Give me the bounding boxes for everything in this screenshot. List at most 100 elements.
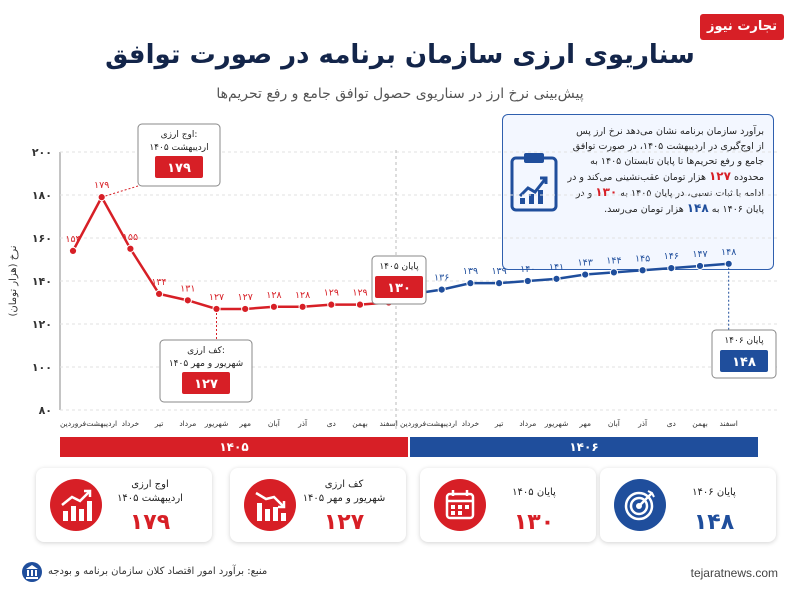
data-point — [241, 304, 250, 314]
data-label: ۱۴۶ — [664, 251, 679, 262]
x-tick-label: مهر — [578, 419, 591, 428]
data-point — [355, 300, 365, 309]
x-tick-label: خرداد — [462, 419, 480, 428]
data-label: ۱۴۱ — [549, 262, 564, 273]
data-point — [667, 264, 676, 273]
y-tick-label: ۱۲۰ — [32, 318, 52, 331]
data-label: ۱۴۵ — [635, 253, 650, 264]
data-label: ۱۴۸ — [721, 247, 736, 258]
series-line — [71, 194, 389, 311]
stat-card-label-line: اوج ارزی — [131, 479, 169, 490]
stat-card: پایان ۱۴۰۵ ۱۳۰ — [420, 468, 596, 542]
stat-card-value: ۱۴۸ — [693, 510, 735, 535]
data-point — [437, 285, 446, 294]
trend-up-chart-icon — [50, 479, 102, 531]
stat-card-label-line: شهریور و مهر ۱۴۰۵ — [302, 493, 386, 504]
data-point — [638, 266, 647, 275]
x-tick-label: شهریور — [204, 419, 228, 428]
data-label: ۱۳۴ — [151, 277, 166, 288]
clipboard-chart-icon — [510, 153, 558, 212]
annotation-value: ۱۷۹ — [167, 161, 191, 176]
annotation-subtitle: اردیبهشت ۱۴۰۵ — [149, 143, 208, 153]
data-point — [695, 261, 705, 271]
x-tick-label: بهمن — [692, 419, 708, 428]
y-tick-label: ۱۶۰ — [32, 232, 52, 245]
data-point — [126, 244, 135, 253]
annotation-value-badge — [182, 372, 230, 394]
data-label: ۱۵۵ — [123, 232, 138, 243]
data-label: ۱۵۴ — [65, 234, 80, 245]
annotation-title: پایان ۱۴۰۶ — [724, 336, 764, 346]
annotation-value-badge — [720, 350, 768, 372]
x-tick-label: خرداد — [122, 419, 140, 428]
data-point — [269, 302, 278, 311]
x-tick-label: بهمن — [352, 419, 368, 428]
year-bar — [60, 437, 408, 457]
data-point — [298, 302, 307, 311]
data-label: ۱۳۱ — [180, 283, 195, 294]
data-point — [609, 268, 619, 277]
brand-logo: تجارت نیوز — [700, 14, 784, 40]
series-line — [412, 262, 729, 296]
y-axis-label: نرخ (هزار تومان) — [8, 245, 19, 316]
annotation-value: ۱۴۸ — [732, 355, 756, 370]
data-point — [581, 270, 590, 279]
data-label: ۱۳۶ — [434, 273, 449, 284]
stat-card-label: پایان ۱۴۰۵ — [484, 486, 584, 500]
data-label: ۱۴۷ — [692, 249, 707, 260]
y-tick-label: ۱۴۰ — [32, 275, 52, 288]
x-tick-label: مرداد — [519, 419, 536, 428]
data-point — [495, 279, 504, 288]
source-note: منبع: برآورد امور اقتصاد کلان سازمان برن… — [48, 566, 268, 577]
x-tick-label: آبان — [608, 418, 621, 428]
stat-card-label: کف ارزی شهریور و مهر ۱۴۰۵ — [294, 478, 394, 506]
data-label: ۱۲۹ — [324, 288, 339, 299]
data-label: ۱۳۹ — [463, 266, 478, 277]
data-point — [155, 289, 164, 298]
y-tick-label: ۱۰۰ — [32, 361, 52, 374]
year-label: ۱۴۰۶ — [569, 440, 598, 454]
target-icon — [614, 479, 666, 531]
x-tick-label: تیر — [494, 419, 504, 428]
stat-card-label: پایان ۱۴۰۶ — [664, 486, 764, 500]
stat-card-value: ۱۲۷ — [323, 510, 365, 535]
year-bar — [410, 437, 758, 457]
website-url: tejaratnews.com — [690, 566, 778, 580]
x-tick-label: مرداد — [179, 419, 196, 428]
stat-card-label-line: پایان ۱۴۰۶ — [692, 487, 736, 498]
info-box — [502, 114, 774, 270]
page-subtitle: پیش‌بینی نرخ ارز در سناریوی حصول توافق ج… — [216, 86, 584, 102]
annotation-title: پایان ۱۴۰۵ — [379, 262, 419, 272]
stat-card-value: ۱۷۹ — [129, 510, 171, 535]
data-label: ۱۲۸ — [295, 290, 310, 301]
data-label: ۱۲۷ — [238, 292, 253, 303]
x-tick-label: دی — [327, 419, 336, 428]
data-label: ۱۴۴ — [606, 255, 621, 266]
stat-card: کف ارزی شهریور و مهر ۱۴۰۵ ۱۲۷ — [230, 468, 406, 542]
x-tick-label: تیر — [154, 419, 164, 428]
data-label: ۱۳۹ — [491, 266, 506, 277]
annotation-value-badge — [155, 156, 203, 178]
data-label: ۱۲۸ — [266, 290, 281, 301]
data-point — [183, 296, 192, 305]
stat-card-value: ۱۳۰ — [513, 510, 555, 535]
annotation-title: کف ارزی: — [187, 346, 225, 356]
annotation-title: اوج ارزی: — [161, 130, 198, 140]
x-tick-label: مهر — [238, 419, 251, 428]
year-label: ۱۴۰۵ — [219, 440, 248, 454]
data-point — [466, 279, 475, 288]
data-point — [523, 276, 532, 286]
annotation-value-badge — [375, 276, 423, 298]
data-label: ۱۷۹ — [94, 180, 109, 191]
stat-card-label-line: اردیبهشت ۱۴۰۵ — [117, 493, 183, 504]
data-label: ۱۲۷ — [209, 292, 224, 303]
stat-card-label-line: کف ارزی — [324, 479, 364, 490]
page-title: سناریوی ارزی سازمان برنامه در صورت توافق — [105, 40, 695, 70]
stat-card-label: اوج ارزی اردیبهشت ۱۴۰۵ — [100, 478, 200, 506]
x-tick-label: فروردین — [60, 419, 87, 428]
x-tick-label: آبان — [268, 418, 281, 428]
x-tick-label: دی — [667, 419, 676, 428]
x-tick-label: اسفند — [720, 419, 738, 428]
x-tick-label: آذر — [297, 418, 308, 428]
